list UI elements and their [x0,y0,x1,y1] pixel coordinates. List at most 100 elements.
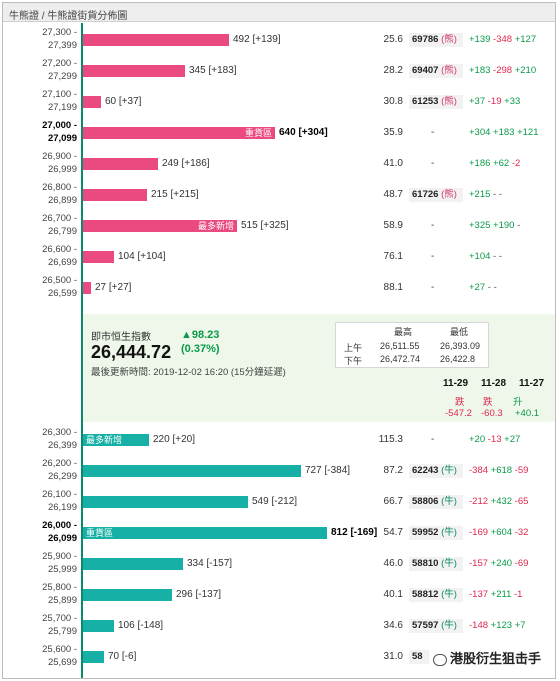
daily-changes: -148 +123 +7 [469,620,526,632]
strike-row[interactable]: 26,300 - 26,399 最多新增 220 [+20] 115.3 - +20 -13… [3,425,555,456]
strike-row[interactable]: 26,800 - 26,899 215 [+215] 48.7 61726 (熊) +21… [3,180,555,211]
daily-changes: +186 +62 -2 [469,158,520,170]
count-delta: [-212] [271,496,298,507]
distance-percent: 30.8 [383,96,403,107]
range-end: 25,899 [47,595,77,606]
warrant-code-chip[interactable]: 58810 (牛) [409,557,463,571]
warrant-code: 69407 [412,65,439,76]
change-value: +186 [469,158,491,169]
diff-value: +40.1 [515,408,540,419]
strike-row[interactable]: 25,900 - 25,999 334 [-157] 46.0 58810 (牛) -15… [3,549,555,580]
change-value: +62 [493,158,510,169]
strike-row[interactable]: 27,300 - 27,399 492 [+139] 25.6 69786 (熊) +13… [3,25,555,56]
change-value: -19 [487,96,502,107]
count-label: 334 [-157] [187,558,232,570]
count-label: 220 [+20] [153,434,195,446]
distance-percent: 40.1 [383,589,403,600]
count-label: 515 [+325] [241,220,289,232]
count-delta: [+104] [137,251,166,262]
count-label: 60 [+37] [105,96,141,108]
range-end: 26,999 [47,164,77,175]
range-start: 26,100 - [42,489,77,500]
change-value: +604 [490,527,513,538]
warrant-code-chip[interactable]: 61253 (熊) [409,95,463,109]
range-start: 26,500 - [42,275,77,286]
count-delta: [+139] [252,34,281,45]
distance-percent: 54.7 [383,527,403,538]
change-value: -298 [493,65,513,76]
warrant-code-chip[interactable]: 69407 (熊) [409,64,463,78]
strike-row[interactable]: 26,700 -26,799 最多新增 515 [+325] 58.9- +325 +1… [3,211,555,242]
count-value: 334 [187,558,204,569]
change-value: +27 [469,282,486,293]
range-end: 26,099 [47,533,77,544]
change-value: -137 [469,589,489,600]
warrant-code-chip[interactable]: 58812 (牛) [409,588,463,602]
count-delta: [-157] [206,558,233,569]
zone-tag: 最多新增 [194,220,237,232]
warrant-code: 58810 [412,558,439,569]
date-header: 11-29 [443,378,469,389]
count-delta: [+27] [108,282,132,293]
count-value: 215 [151,189,168,200]
index-panel: 即市恒生指數 26,444.72 ▲98.23 (0.37%) 最後更新時間: … [83,314,555,422]
range-end: 27,199 [47,102,77,113]
warrant-type: (熊) [441,65,457,76]
zone-tag: 重貨區 [83,527,117,539]
strike-row[interactable]: 26,100 - 26,199 549 [-212] 66.7 58806 (牛) -21… [3,487,555,518]
strike-row[interactable]: 27,100 - 27,199 60 [+37] 30.8 61253 (熊) +37 -… [3,87,555,118]
count-label: 104 [+104] [118,251,166,263]
count-value: 296 [176,589,193,600]
change-value: -148 [469,620,489,631]
wechat-icon [433,653,447,666]
range-end: 26,599 [47,288,77,299]
change-value: +121 [517,127,539,138]
change-value: +210 [514,65,537,76]
strike-row[interactable]: 26,600 -26,699 104 [+104] 76.1- +104 - - [3,242,555,273]
last-updated-text: 最後更新時間: 2019-12-02 16:20 (15分鐘延遲) [91,367,286,378]
count-delta: [+304] [298,127,328,138]
strike-row[interactable]: 27,000 - 27,099 重貨區 640 [+304] 35.9 - +304 +18… [3,118,555,149]
warrant-code-chip[interactable]: 62243 (牛) [409,464,463,478]
count-label: 812 [-169] [331,527,377,539]
distance-percent: 66.7 [383,496,403,507]
low-header: 最低 [450,327,469,337]
range-start: 26,200 - [42,458,77,469]
count-delta: [+183] [208,65,237,76]
warrant-code-chip[interactable]: 58806 (牛) [409,495,463,509]
count-value: 249 [162,158,179,169]
range-start: 26,000 - [42,520,77,531]
change-value: -1 [514,589,523,600]
date-header: 11-28 [481,378,507,389]
strike-row[interactable]: 26,500 -26,599 27 [+27] 88.1- +27 - - [3,273,555,304]
strike-row[interactable]: 26,900 - 26,999 249 [+186] 41.0 - +186 +62 -2 [3,149,555,180]
warrant-code-chip[interactable]: 57597 (牛) [409,619,463,633]
change-value: -157 [469,558,489,569]
warrant-code: 58812 [412,589,439,600]
range-end: 26,299 [47,471,77,482]
warrant-code-chip[interactable]: 59952 (牛) [409,526,463,540]
chart-axis-line [81,23,83,678]
range-start: 26,900 - [42,151,77,162]
volume-bar [83,620,114,632]
count-delta: [-6] [121,651,137,662]
warrant-type: (熊) [441,34,457,45]
strike-row[interactable]: 26,200 - 26,299 727 [-384] 87.2 62243 (牛) -38… [3,456,555,487]
direction-label: 跌 [483,397,493,408]
strike-row[interactable]: 25,700 - 25,799 106 [-148] 34.6 57597 (牛) -14… [3,611,555,642]
change-value: -169 [469,527,489,538]
warrant-code-chip[interactable]: 61726 (熊) [409,188,463,202]
breadcrumb[interactable]: 牛熊證 / 牛熊證街貨分佈圖 [3,3,555,22]
range-start: 25,900 - [42,551,77,562]
strike-row[interactable]: 27,200 - 27,299 345 [+183] 28.2 69407 (熊) +18… [3,56,555,87]
no-code: - [431,434,435,445]
daily-changes: +215 - - [469,189,502,201]
strike-row[interactable]: 25,800 - 25,899 296 [-137] 40.1 58812 (牛) -13… [3,580,555,611]
pm-label: 下午 [344,356,363,366]
distance-percent: 115.3 [378,434,403,445]
range-end: 26,899 [47,195,77,206]
warrant-code-chip[interactable]: 69786 (熊) [409,33,463,47]
strike-row[interactable]: 26,000 - 26,099 重貨區 812 [-169] 54.7 59952 (牛)… [3,518,555,549]
count-value: 492 [233,34,250,45]
index-value: 26,444.72 [91,342,172,362]
